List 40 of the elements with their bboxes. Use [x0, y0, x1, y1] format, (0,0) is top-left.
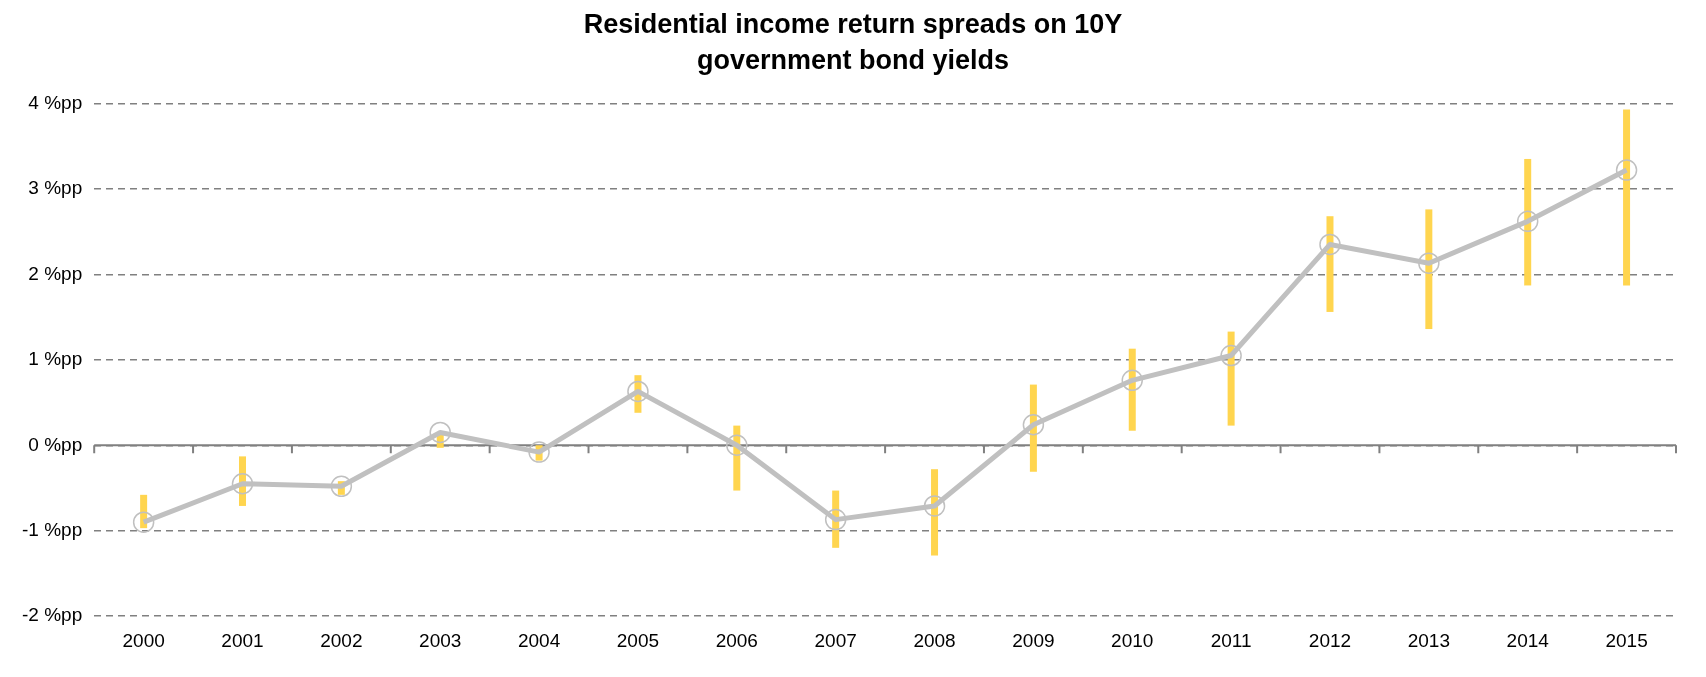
- point: [923, 495, 946, 517]
- x-tick-label: 2001: [221, 629, 264, 651]
- point: [1319, 233, 1341, 256]
- y-tick-label: 4 %pp: [28, 91, 83, 113]
- x-tick-label: 2010: [1111, 629, 1154, 651]
- point: [132, 511, 155, 533]
- point: [231, 472, 254, 495]
- x-tick-label: 2007: [814, 629, 857, 651]
- point: [1418, 252, 1440, 274]
- y-tick-label: 0 %pp: [28, 433, 83, 455]
- x-tick-label: 2003: [419, 629, 462, 651]
- point: [1022, 414, 1045, 436]
- x-tick-label: 2015: [1605, 629, 1648, 651]
- x-tick-label: 2009: [1012, 629, 1055, 651]
- x-tick-label: 2012: [1308, 629, 1352, 651]
- x-tick-label: 2004: [517, 629, 561, 651]
- point: [528, 441, 550, 463]
- point: [1615, 159, 1638, 181]
- y-tick-label: 3 %pp: [28, 177, 83, 199]
- x-tick-label: 2008: [913, 629, 956, 651]
- chart-title: Residential income return spreads on 10Y government bond yields: [582, 8, 1124, 77]
- point: [824, 508, 847, 531]
- point: [1220, 344, 1242, 367]
- point: [429, 421, 451, 444]
- point: [726, 434, 748, 457]
- point: [330, 475, 353, 498]
- x-tick-label: 2014: [1506, 629, 1550, 651]
- x-tick-label: 2013: [1407, 629, 1450, 651]
- x-tick-label: 2000: [122, 629, 165, 651]
- x-tick-label: 2002: [320, 629, 363, 651]
- y-tick-label: 1 %pp: [28, 348, 83, 370]
- x-tick-label: 2005: [616, 629, 660, 651]
- y-tick-label: 2 %pp: [28, 262, 83, 284]
- y-tick-label: -2 %pp: [22, 604, 83, 626]
- point: [627, 380, 649, 403]
- x-tick-label: 2011: [1210, 629, 1252, 651]
- point: [1516, 210, 1539, 233]
- y-tick-label: -1 %pp: [22, 518, 83, 540]
- x-tick-label: 2006: [715, 629, 758, 651]
- point: [1121, 369, 1144, 392]
